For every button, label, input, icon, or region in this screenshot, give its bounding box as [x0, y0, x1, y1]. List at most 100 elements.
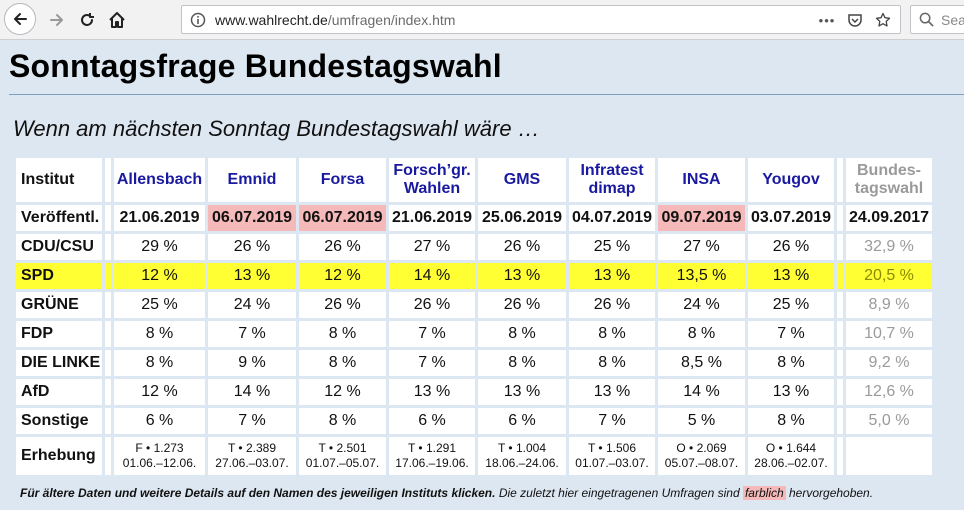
poll-value: 7 % [748, 321, 834, 347]
poll-value: 7 % [389, 321, 475, 347]
empty-cell [846, 437, 932, 475]
institute-link-infratest-dimap[interactable]: Infratest dimap [569, 158, 655, 202]
institute-link-yougov[interactable]: Yougov [748, 158, 834, 202]
institute-header: Institut [16, 158, 102, 202]
arrow-right-icon [50, 14, 63, 26]
party-row-sonstige: Sonstige 6 % 7 % 8 % 6 % 6 % 7 % 5 % 8 %… [16, 408, 932, 434]
survey-period: 17.06.–19.06. [395, 456, 469, 470]
reload-button[interactable] [72, 5, 102, 35]
institute-name: GMS [503, 171, 541, 188]
survey-row: Erhebung F • 1.273 01.06.–12.06. T • 2.38… [16, 437, 932, 475]
survey-info: O • 2.069 05.07.–08.07. [658, 437, 745, 475]
info-icon[interactable] [190, 12, 206, 28]
poll-value: 26 % [208, 234, 296, 260]
party-row-gruene: GRÜNE 25 % 24 % 26 % 26 % 26 % 26 % 24 %… [16, 292, 932, 318]
poll-value: 7 % [389, 350, 475, 376]
election-result: 8,9 % [846, 292, 932, 318]
poll-value: 8 % [299, 321, 386, 347]
survey-period: 01.07.–03.07. [575, 456, 649, 470]
published-row: Veröffentl. 21.06.2019 06.07.2019 06.07.… [16, 205, 932, 231]
poll-value: 13 % [569, 379, 655, 405]
bundestagswahl-label: tagswahl [854, 180, 924, 197]
poll-value: 8 % [299, 408, 386, 434]
party-row-cdu-csu: CDU/CSU 29 % 26 % 26 % 27 % 26 % 25 % 27… [16, 234, 932, 260]
reload-icon [81, 13, 94, 26]
spacer-cell [837, 379, 843, 405]
published-date: 09.07.2019 [658, 205, 745, 231]
survey-label: Erhebung [16, 437, 102, 475]
poll-value: 8 % [114, 350, 205, 376]
party-name: FDP [16, 321, 102, 347]
poll-value: 8 % [478, 321, 566, 347]
poll-value: 12 % [114, 379, 205, 405]
page-title: Sonntagsfrage Bundestagswahl [9, 48, 502, 84]
bundestagswahl-header: Bundes-tagswahl [846, 158, 932, 202]
poll-value: 29 % [114, 234, 205, 260]
home-button[interactable] [102, 5, 132, 35]
poll-value: 6 % [389, 408, 475, 434]
survey-sample: O • 1.644 [765, 441, 817, 455]
star-icon [875, 12, 891, 27]
url-host: www.wahlrecht.de [215, 12, 328, 28]
poll-value: 6 % [478, 408, 566, 434]
institute-link-insa[interactable]: INSA [658, 158, 745, 202]
published-date: 21.06.2019 [114, 205, 205, 231]
poll-value: 14 % [208, 379, 296, 405]
spacer-cell [837, 234, 843, 260]
poll-value: 26 % [478, 292, 566, 318]
spacer-cell [837, 408, 843, 434]
institute-name: Allensbach [116, 171, 203, 188]
institute-link-forschungsgruppe-wahlen[interactable]: Forsch’gr. Wahlen [389, 158, 475, 202]
poll-value: 25 % [748, 292, 834, 318]
survey-sample: T • 2.389 [227, 441, 276, 455]
party-row-die-linke: DIE LINKE 8 % 9 % 8 % 7 % 8 % 8 % 8,5 % … [16, 350, 932, 376]
pocket-button[interactable] [844, 9, 866, 31]
survey-period: 05.07.–08.07. [664, 456, 739, 470]
poll-value: 13,5 % [658, 263, 745, 289]
survey-period: 01.06.–12.06. [122, 456, 197, 470]
party-name: SPD [16, 263, 102, 289]
institute-link-gms[interactable]: GMS [478, 158, 566, 202]
poll-value: 7 % [208, 408, 296, 434]
forward-button[interactable] [42, 5, 72, 35]
published-date: 06.07.2019 [208, 205, 296, 231]
footnote-text: hervorgehoben. [789, 486, 874, 500]
bookmark-button[interactable] [872, 9, 894, 31]
published-label: Veröffentl. [16, 205, 102, 231]
poll-value: 14 % [389, 263, 475, 289]
poll-value: 8 % [478, 350, 566, 376]
survey-info: T • 2.501 01.07.–05.07. [299, 437, 386, 475]
poll-value: 7 % [208, 321, 296, 347]
party-row-fdp: FDP 8 % 7 % 8 % 7 % 8 % 8 % 8 % 7 % 10,7… [16, 321, 932, 347]
institute-link-allensbach[interactable]: Allensbach [114, 158, 205, 202]
poll-value: 8 % [114, 321, 205, 347]
poll-value: 8 % [299, 350, 386, 376]
page-actions-button[interactable]: ••• [816, 9, 838, 31]
spacer-cell [105, 379, 111, 405]
poll-value: 13 % [748, 263, 834, 289]
poll-value: 8 % [658, 321, 745, 347]
header-row: Institut Allensbach Emnid Forsa Forsch’g… [16, 158, 932, 202]
spacer-cell [837, 321, 843, 347]
spacer-cell [105, 292, 111, 318]
spacer-cell [105, 321, 111, 347]
institute-link-forsa[interactable]: Forsa [299, 158, 386, 202]
survey-period: 27.06.–03.07. [215, 456, 289, 470]
bundestagswahl-label: Bundes- [857, 162, 921, 179]
institute-link-emnid[interactable]: Emnid [208, 158, 296, 202]
poll-value: 9 % [208, 350, 296, 376]
party-name: GRÜNE [16, 292, 102, 318]
published-date: 04.07.2019 [569, 205, 655, 231]
institute-name: Forsa [320, 171, 365, 188]
search-field[interactable]: Sea [910, 5, 964, 34]
poll-value: 8 % [569, 350, 655, 376]
url-text: www.wahlrecht.de/umfragen/index.htm [215, 12, 455, 28]
spacer-cell [837, 350, 843, 376]
survey-info: O • 1.644 28.06.–02.07. [748, 437, 834, 475]
back-button[interactable] [4, 3, 36, 35]
url-bar[interactable]: www.wahlrecht.de/umfragen/index.htm ••• [181, 5, 901, 34]
url-path: /umfragen/index.htm [327, 12, 456, 28]
survey-sample: T • 1.506 [587, 441, 636, 455]
poll-value: 12 % [299, 263, 386, 289]
poll-value: 25 % [114, 292, 205, 318]
